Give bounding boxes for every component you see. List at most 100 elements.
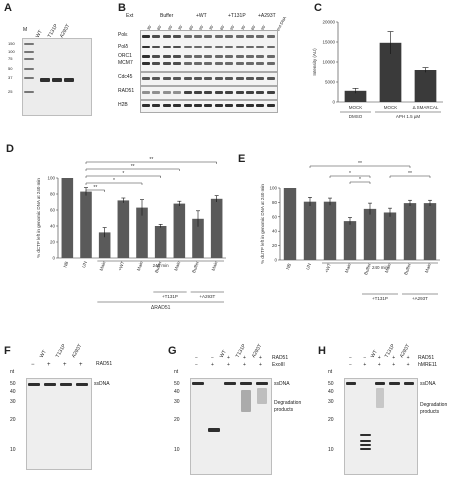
panel-b-band: [225, 46, 234, 48]
sign-label: +: [79, 362, 83, 368]
y-tick-label: 15000: [322, 40, 335, 45]
x-tick-label: Buffer: [403, 262, 412, 275]
y-axis-label: Intensity (AU): [312, 48, 317, 76]
panel-a-ladder-band: [24, 51, 34, 53]
x-tick-label: Buffer: [191, 260, 200, 273]
panel-label-f: F: [4, 345, 11, 357]
smear-band: [241, 390, 251, 412]
panel-b-band: [214, 77, 223, 80]
panel-a-band-a293t: [64, 78, 74, 82]
degradation-band: [360, 444, 371, 446]
panel-b-band: [142, 104, 150, 107]
gel-background: [344, 378, 418, 475]
nt-size-label: 20: [174, 417, 180, 423]
panel-label-c: C: [314, 2, 322, 14]
y-tick-label: 60: [50, 208, 56, 213]
panel-b-band: [246, 35, 254, 38]
panel-b-band: [162, 62, 171, 65]
panel-b-band: [246, 55, 254, 58]
sign-label: +: [243, 355, 246, 361]
panel-c-bar-chart: 0 5000 10000 15000 20000 Intensity (AU) MOCK MO…: [312, 20, 443, 119]
x-tick-label: Main: [136, 260, 144, 271]
y-tick-label: 100: [269, 186, 277, 191]
panel-b-group-label: +T131P: [228, 13, 246, 19]
nt-size-label: nt: [328, 369, 333, 375]
panel-label-h: H: [318, 345, 326, 357]
panel-b-band: [183, 46, 192, 48]
panel-b-band: [173, 77, 182, 80]
panel-b-band: [246, 104, 254, 107]
panel-b-band: [214, 55, 223, 58]
x-tick-label: Main: [99, 260, 107, 271]
y-tick-label: 20000: [322, 20, 335, 25]
panel-b-band: [183, 77, 192, 80]
x-tick-label: MOCK: [384, 105, 398, 110]
panel-b-band: [204, 62, 213, 65]
panel-b-row-label: Polε: [118, 32, 128, 38]
panel-b-band: [266, 91, 275, 94]
panel-b-band: [183, 104, 192, 107]
panel-b-band: [152, 35, 161, 38]
panel-b-band: [246, 77, 254, 80]
panel-a-lane-2: T131P: [46, 23, 60, 39]
panel-b-band: [256, 62, 265, 65]
panel-b-band: [204, 77, 213, 80]
ssdna-band: [389, 382, 400, 385]
panel-a-ladder-band: [24, 43, 34, 45]
panel-b-band: [183, 35, 192, 38]
panel-label-d: D: [6, 143, 14, 155]
panel-b-band: [194, 46, 202, 48]
bar: [210, 198, 223, 258]
bar: [383, 212, 397, 260]
panel-b-band: [204, 104, 213, 107]
panel-b-band: [256, 91, 265, 94]
y-tick-label: 80: [50, 192, 56, 197]
panel-b-band: [204, 91, 213, 94]
panel-b-band: [266, 55, 275, 58]
panel-b-band: [142, 46, 150, 48]
panel-b-band: [235, 104, 244, 107]
x-tick-label: Main: [173, 260, 181, 271]
significance-label: **: [131, 164, 135, 170]
sign-label: −: [211, 355, 214, 361]
y-axis-label: % dCTP left in genomic DNA at 240 min: [36, 178, 41, 258]
panel-b-band: [204, 55, 213, 58]
x-tick-label: Buffer: [154, 260, 163, 273]
sign-label: −: [195, 355, 198, 361]
panel-a-kda-label: 75: [8, 56, 13, 61]
panel-b-band: [142, 35, 150, 38]
significance-label: *: [122, 171, 124, 177]
products-label: Degradation products: [274, 400, 302, 413]
panel-b-band: [256, 104, 265, 107]
panel-b-band: [204, 46, 213, 48]
sign-label: −: [195, 362, 198, 368]
x-tick-label: +WT: [117, 260, 125, 271]
x-tick-label: Main: [344, 262, 352, 273]
nt-size-label: 10: [328, 447, 334, 453]
x-tick-label: NB: [285, 263, 292, 271]
row-label: RAD51: [418, 355, 435, 361]
nt-size-label: 40: [10, 389, 16, 395]
ssdna-band: [192, 382, 204, 385]
panel-label-e: E: [238, 153, 246, 165]
gel-background: [26, 378, 92, 470]
nt-size-label: 50: [10, 381, 16, 387]
lane-label: A293T: [70, 343, 84, 359]
y-tick-label: 20: [272, 243, 278, 248]
sign-label: −: [349, 355, 352, 361]
ssdna-band: [240, 382, 252, 385]
y-tick-label: 60: [272, 214, 278, 219]
bar: [303, 201, 317, 260]
sign-label: +: [243, 362, 246, 368]
panel-b-band: [266, 46, 275, 48]
panel-b-row-label: RAD51: [118, 88, 135, 94]
sign-label: +: [63, 362, 67, 368]
panel-b-row-label: Cdc45: [118, 74, 133, 80]
row-label: hMRE11: [418, 362, 438, 368]
panel-b-band: [194, 62, 202, 65]
panel-d-bar-chart: 0 20 40 60 80 100 % dCTP left in genomic DNA a…: [36, 157, 226, 311]
panel-b-band: [173, 46, 182, 48]
panel-b-band: [142, 91, 150, 94]
ssdna-band: [224, 382, 236, 385]
y-tick-label: 40: [50, 224, 56, 229]
